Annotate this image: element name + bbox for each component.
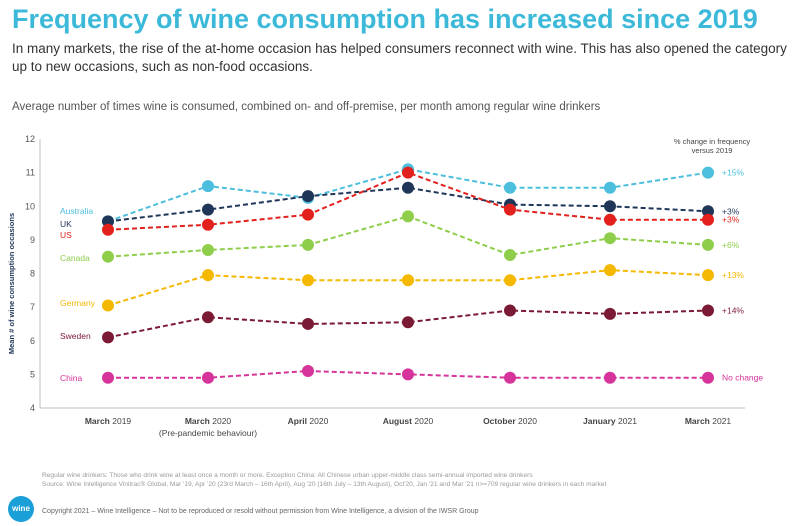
data-point-sweden [302, 317, 314, 330]
data-point-us [302, 208, 314, 221]
page-subtitle: In many markets, the rise of the at-home… [12, 41, 787, 74]
footnotes: Regular wine drinkers: Those who drink w… [42, 471, 792, 489]
x-tick-label: March 2021 [685, 416, 732, 426]
data-point-us [202, 218, 214, 231]
data-point-us [702, 213, 714, 226]
data-point-canada [302, 238, 314, 251]
data-point-sweden [604, 307, 616, 320]
y-tick-label: 7 [30, 302, 35, 312]
series-label-us: US [60, 230, 72, 240]
data-point-sweden [202, 311, 214, 324]
data-point-uk [402, 181, 414, 194]
data-point-sweden [504, 304, 516, 317]
data-point-canada [604, 232, 616, 245]
footnote-definition: Regular wine drinkers: Those who drink w… [42, 472, 533, 479]
wine-intelligence-logo: wine [8, 496, 34, 522]
chart-axes: 4 5 6 7 8 9 10 11 12 Mean # of wine consumption o… [7, 134, 745, 438]
data-point-uk [102, 215, 114, 228]
x-tick-sublabel: (Pre-pandemic behaviour) [159, 428, 257, 438]
data-point-canada [402, 210, 414, 223]
x-tick-label: March 2020 [185, 416, 232, 426]
chart-data-points [102, 163, 714, 384]
data-point-china [504, 371, 516, 384]
change-header: versus 2019 [692, 146, 733, 155]
data-point-germany [702, 269, 714, 282]
y-tick-label: 11 [26, 168, 35, 178]
data-point-uk [702, 205, 714, 218]
chart-series-lines [107, 168, 709, 379]
data-point-china [702, 371, 714, 384]
data-point-australia [504, 181, 516, 194]
data-point-sweden [402, 316, 414, 329]
data-point-germany [102, 299, 114, 312]
data-point-australia [604, 181, 616, 194]
change-label-australia: +15% [722, 168, 744, 178]
data-point-sweden [102, 331, 114, 344]
x-tick-label: January 2021 [583, 416, 637, 426]
data-point-china [604, 371, 616, 384]
data-point-australia [702, 166, 714, 179]
chart-caption: Average number of times wine is consumed… [12, 101, 601, 113]
data-point-germany [604, 264, 616, 277]
data-point-china [302, 365, 314, 378]
data-point-germany [302, 274, 314, 287]
change-label-us: +3% [722, 215, 740, 225]
y-tick-label: 4 [30, 403, 35, 413]
data-point-canada [202, 243, 214, 256]
y-axis-title: Mean # of wine consumption occasions [7, 213, 16, 354]
line-chart: 4 5 6 7 8 9 10 11 12 Mean # of wine consumption o… [7, 134, 763, 438]
y-tick-label: 5 [30, 369, 35, 379]
copyright-text: Copyright 2021 – Wine Intelligence – Not… [42, 508, 479, 515]
data-point-uk [604, 200, 616, 213]
x-tick-label: March 2019 [85, 416, 132, 426]
y-tick-label: 9 [30, 235, 35, 245]
change-label-sweden: +14% [722, 305, 744, 315]
data-point-canada [102, 250, 114, 263]
data-point-us [102, 223, 114, 236]
data-point-sweden [702, 304, 714, 317]
series-label-germany: Germany [60, 298, 96, 308]
series-label-uk: UK [60, 219, 72, 229]
series-label-china: China [60, 373, 82, 383]
change-label-canada: +6% [722, 240, 740, 250]
data-point-canada [504, 249, 516, 262]
data-point-us [402, 166, 414, 179]
change-label-germany: +13% [722, 270, 744, 280]
x-tick-label: April 2020 [288, 416, 329, 426]
data-point-canada [702, 238, 714, 251]
x-tick-label: August 2020 [383, 416, 434, 426]
y-tick-label: 6 [30, 336, 35, 346]
data-point-china [202, 371, 214, 384]
data-point-china [402, 368, 414, 381]
data-point-us [504, 203, 516, 216]
footnote-source: Source: Wine Intelligence Vinitrac® Glob… [42, 481, 607, 488]
x-tick-label: October 2020 [483, 416, 537, 426]
y-tick-label: 10 [25, 201, 35, 211]
series-label-australia: Australia [60, 206, 93, 216]
data-point-us [604, 213, 616, 226]
change-label-china: No change [722, 373, 763, 383]
data-point-uk [302, 190, 314, 203]
data-point-germany [504, 274, 516, 287]
page-title: Frequency of wine consumption has increa… [12, 4, 758, 34]
series-label-sweden: Sweden [60, 331, 91, 341]
y-tick-label: 12 [25, 134, 35, 144]
data-point-china [102, 371, 114, 384]
series-line-canada [107, 215, 709, 258]
y-tick-label: 8 [30, 269, 35, 279]
data-point-uk [202, 203, 214, 216]
change-header: % change in frequency [674, 137, 751, 146]
change-label-uk: +3% [722, 206, 740, 216]
data-point-germany [402, 274, 414, 287]
series-label-canada: Canada [60, 253, 90, 263]
data-point-germany [202, 269, 214, 282]
data-point-australia [202, 180, 214, 193]
